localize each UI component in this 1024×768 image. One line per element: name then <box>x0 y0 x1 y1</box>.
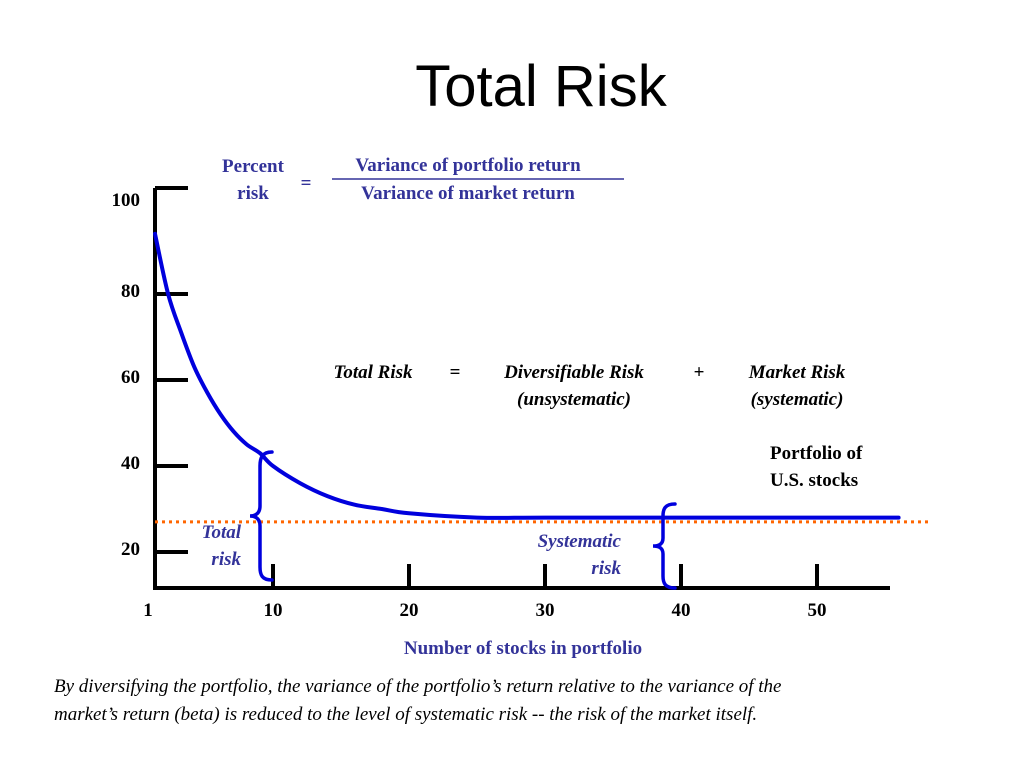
formula-lhs-line2: risk <box>237 183 269 204</box>
total-risk-curve <box>153 231 901 520</box>
equation-equals: = <box>450 362 461 383</box>
percent-risk-formula: Percent risk = Variance of portfolio ret… <box>222 155 624 204</box>
y-tick-label-100: 100 <box>112 190 141 211</box>
x-axis-ticks: 1 10 20 30 40 50 <box>143 564 827 621</box>
y-tick-label-60: 60 <box>121 367 140 388</box>
y-axis-ticks: 20 40 60 80 100 <box>112 190 188 560</box>
systematic-risk-brace <box>652 502 677 590</box>
y-tick-label-80: 80 <box>121 281 140 302</box>
equation-market-risk: Market Risk <box>748 362 846 383</box>
x-tick-label-20: 20 <box>400 600 419 621</box>
risk-equation: Total Risk = Diversifiable Risk (unsyste… <box>333 362 845 410</box>
y-tick-label-40: 40 <box>121 453 140 474</box>
caption-line2: market’s return (beta) is reduced to the… <box>54 704 757 725</box>
formula-numerator: Variance of portfolio return <box>355 155 581 176</box>
x-tick-label-30: 30 <box>536 600 555 621</box>
x-tick-label-50: 50 <box>808 600 827 621</box>
portfolio-label-line2: U.S. stocks <box>770 470 858 491</box>
systematic-risk-label-line2: risk <box>591 558 621 579</box>
total-risk-label-line1: Total <box>202 522 242 543</box>
equation-plus: + <box>694 362 705 383</box>
x-tick-label-1: 1 <box>143 600 153 621</box>
equation-diversifiable-risk: Diversifiable Risk <box>503 362 644 383</box>
total-risk-label-line2: risk <box>211 549 241 570</box>
systematic-risk-label-line1: Systematic <box>538 531 622 552</box>
equation-systematic: (systematic) <box>751 389 844 410</box>
formula-equals: = <box>301 173 312 194</box>
formula-lhs-line1: Percent <box>222 156 285 177</box>
equation-total-risk: Total Risk <box>333 362 413 383</box>
caption-line1: By diversifying the portfolio, the varia… <box>54 676 782 697</box>
x-tick-label-40: 40 <box>672 600 691 621</box>
y-tick-label-20: 20 <box>121 539 140 560</box>
portfolio-label-line1: Portfolio of <box>770 443 863 464</box>
formula-denominator: Variance of market return <box>361 183 575 204</box>
x-tick-label-10: 10 <box>264 600 283 621</box>
slide-title: Total Risk <box>415 54 667 119</box>
x-axis-label: Number of stocks in portfolio <box>404 638 642 659</box>
total-risk-brace <box>249 450 274 582</box>
equation-unsystematic: (unsystematic) <box>517 389 631 410</box>
